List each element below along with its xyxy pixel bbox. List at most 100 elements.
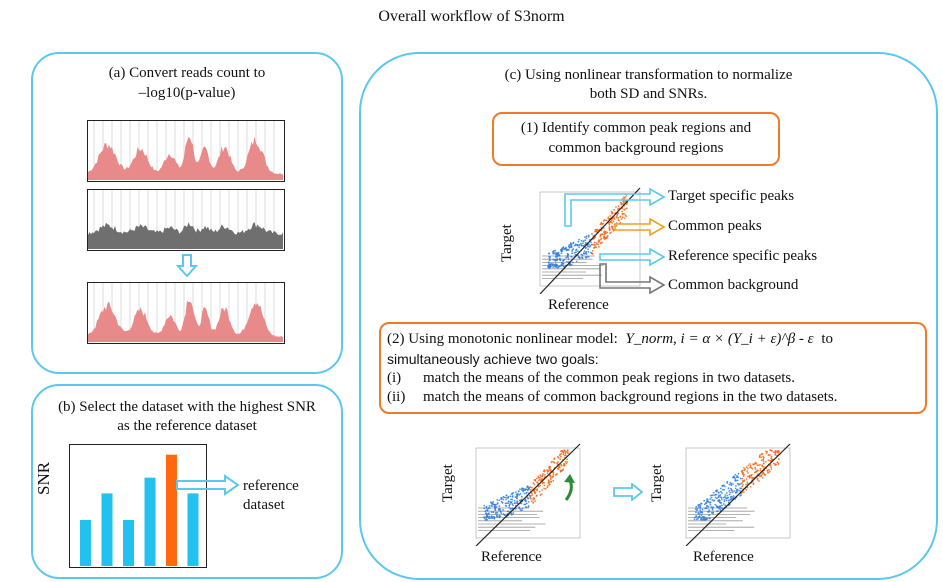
scatter-point (585, 256, 588, 259)
scatter-point (728, 493, 731, 496)
scatter-point (723, 500, 726, 503)
scatter-point (618, 207, 620, 210)
scatter-point (776, 461, 779, 464)
transform-arrow-icon (613, 483, 644, 501)
scatter-point (524, 506, 527, 509)
scatter-point (567, 256, 570, 259)
scatter-point (607, 217, 610, 220)
scatter-point (585, 253, 588, 255)
scatter-point (608, 226, 611, 228)
snr-bar-3 (123, 520, 134, 566)
scatter-point (547, 481, 550, 484)
scatter-point (559, 470, 562, 473)
scatter-point (537, 476, 540, 479)
scatter-point (529, 488, 532, 491)
scatter-point (587, 255, 590, 258)
scatter-point (484, 510, 487, 513)
scatter-point (552, 473, 555, 476)
scatter-point (559, 258, 561, 260)
scatter-point (553, 265, 556, 268)
scatter-point (490, 517, 492, 519)
scatter-point (499, 510, 502, 513)
scatter-point (751, 478, 754, 480)
scatter-point (496, 515, 499, 518)
scatter-point (513, 502, 516, 505)
scatter-point (587, 251, 590, 253)
scatter-point (605, 219, 608, 222)
scatter-point (594, 244, 597, 246)
scatter-point (706, 498, 708, 500)
scatter-point (483, 507, 486, 510)
scatter-point (735, 485, 737, 487)
scatter-point (602, 220, 605, 222)
scatter-point (582, 242, 584, 245)
scatter-point (756, 477, 759, 480)
scatter-point (552, 479, 555, 482)
scatter-point (550, 481, 553, 483)
scatter-point (720, 498, 723, 501)
scatter-point (511, 507, 514, 510)
shift-arrow-icon (564, 479, 573, 501)
scatter-point (580, 253, 583, 256)
scatter-point (706, 500, 709, 503)
scatter-point (526, 486, 529, 489)
scatter-point (694, 516, 696, 519)
scatter-point (770, 466, 773, 469)
scatter-point (539, 476, 541, 479)
scatter-point (771, 458, 773, 461)
panel-a-title-line2: –log10(p-value) (138, 85, 236, 101)
scatter-point (705, 504, 708, 507)
scatter-point (594, 246, 597, 248)
scatter-point (500, 498, 502, 501)
scatter-point (699, 511, 702, 513)
scatter-point (701, 518, 704, 521)
scatter-point (562, 468, 565, 471)
category-target-specific: Target specific peaks (668, 188, 795, 204)
scatter-point (492, 511, 495, 514)
scatter-point (728, 490, 730, 492)
scatter-point (613, 209, 615, 211)
scatter-point (495, 512, 497, 515)
scatter-point (493, 517, 496, 520)
scatter-point (536, 488, 539, 490)
scatter-point (496, 511, 499, 514)
scatter-point (744, 468, 747, 471)
scatter-point (498, 499, 501, 502)
scatter-point (731, 495, 733, 498)
scatter-point (711, 494, 714, 497)
scatter-point (554, 474, 557, 476)
scatter-point (719, 490, 722, 493)
scatter-point (521, 507, 524, 510)
scatter-point (518, 494, 521, 496)
scatter-point (728, 483, 731, 486)
scatter-point (566, 255, 569, 257)
scatter-point (709, 494, 712, 497)
scatter-point (625, 203, 628, 206)
scatter-point (712, 506, 714, 509)
scatter-point (565, 462, 568, 465)
scatter-point (749, 486, 752, 488)
scatter-point (619, 216, 622, 218)
scatter-point (519, 493, 522, 495)
scatter-point (548, 252, 550, 255)
scatter-point (568, 249, 570, 251)
scatter-point (590, 243, 593, 246)
scatter-point (578, 238, 580, 241)
scatter-point (611, 219, 613, 222)
scatter-point (562, 260, 565, 262)
scatter-point (707, 511, 709, 513)
scatter-point (606, 235, 609, 237)
scatter-point (617, 217, 620, 219)
scatter-point (730, 487, 732, 490)
scatter-point (723, 499, 726, 501)
scatter-point (703, 499, 706, 502)
snr-bar-5 (166, 454, 177, 566)
scatter-point (774, 451, 777, 454)
shift-arrow-head (564, 474, 575, 483)
scatter-point (561, 250, 564, 253)
scatter-point (591, 252, 594, 255)
scatter-point (566, 261, 568, 263)
scatter-point (498, 516, 501, 519)
scatter-point (546, 485, 549, 487)
scatter-point (511, 503, 514, 505)
